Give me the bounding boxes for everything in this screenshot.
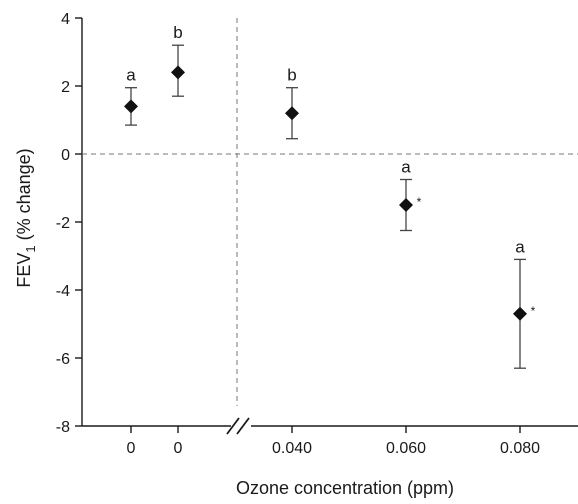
y-axis-label-subscript: 1 (23, 245, 38, 252)
significance-letter: a (401, 158, 411, 177)
data-point-diamond (171, 65, 185, 80)
data-point-diamond (285, 106, 299, 121)
x-tick-label: 0.080 (500, 440, 540, 457)
y-tick-label: -6 (56, 351, 70, 368)
x-tick-label: 0 (127, 440, 136, 457)
y-tick-label: -2 (56, 215, 70, 232)
significance-asterisk: * (531, 304, 536, 318)
y-tick-label: 0 (61, 147, 70, 164)
y-tick-label: -4 (56, 283, 70, 300)
axis-break-mark (226, 417, 240, 435)
x-tick-label: 0.040 (272, 440, 312, 457)
y-axis-label-main: FEV (14, 253, 34, 288)
data-point-diamond (399, 198, 413, 212)
y-tick-label: 4 (61, 11, 70, 28)
significance-asterisk: * (417, 195, 422, 209)
data-point-diamond (513, 306, 527, 321)
significance-letter: b (287, 66, 296, 85)
significance-letter: a (126, 66, 136, 85)
y-axis-label: FEV1 (% change) (14, 148, 38, 287)
y-tick-label: -8 (56, 419, 70, 436)
data-point-diamond (124, 99, 138, 114)
significance-letter: a (515, 237, 525, 256)
y-tick-label: 2 (61, 79, 70, 96)
axes: -8 -6 -4 -2 0 2 4 0 0 0.040 0.060 0.080 (56, 11, 578, 457)
x-tick-label: 0 (174, 440, 183, 457)
y-axis-label-tail: (% change) (14, 148, 34, 245)
x-tick-label: 0.060 (386, 440, 426, 457)
data-marks: a b b a * a * (124, 23, 536, 369)
axis-break-mark (236, 417, 250, 435)
significance-letter: b (173, 23, 182, 42)
x-axis-label: Ozone concentration (ppm) (236, 478, 454, 498)
